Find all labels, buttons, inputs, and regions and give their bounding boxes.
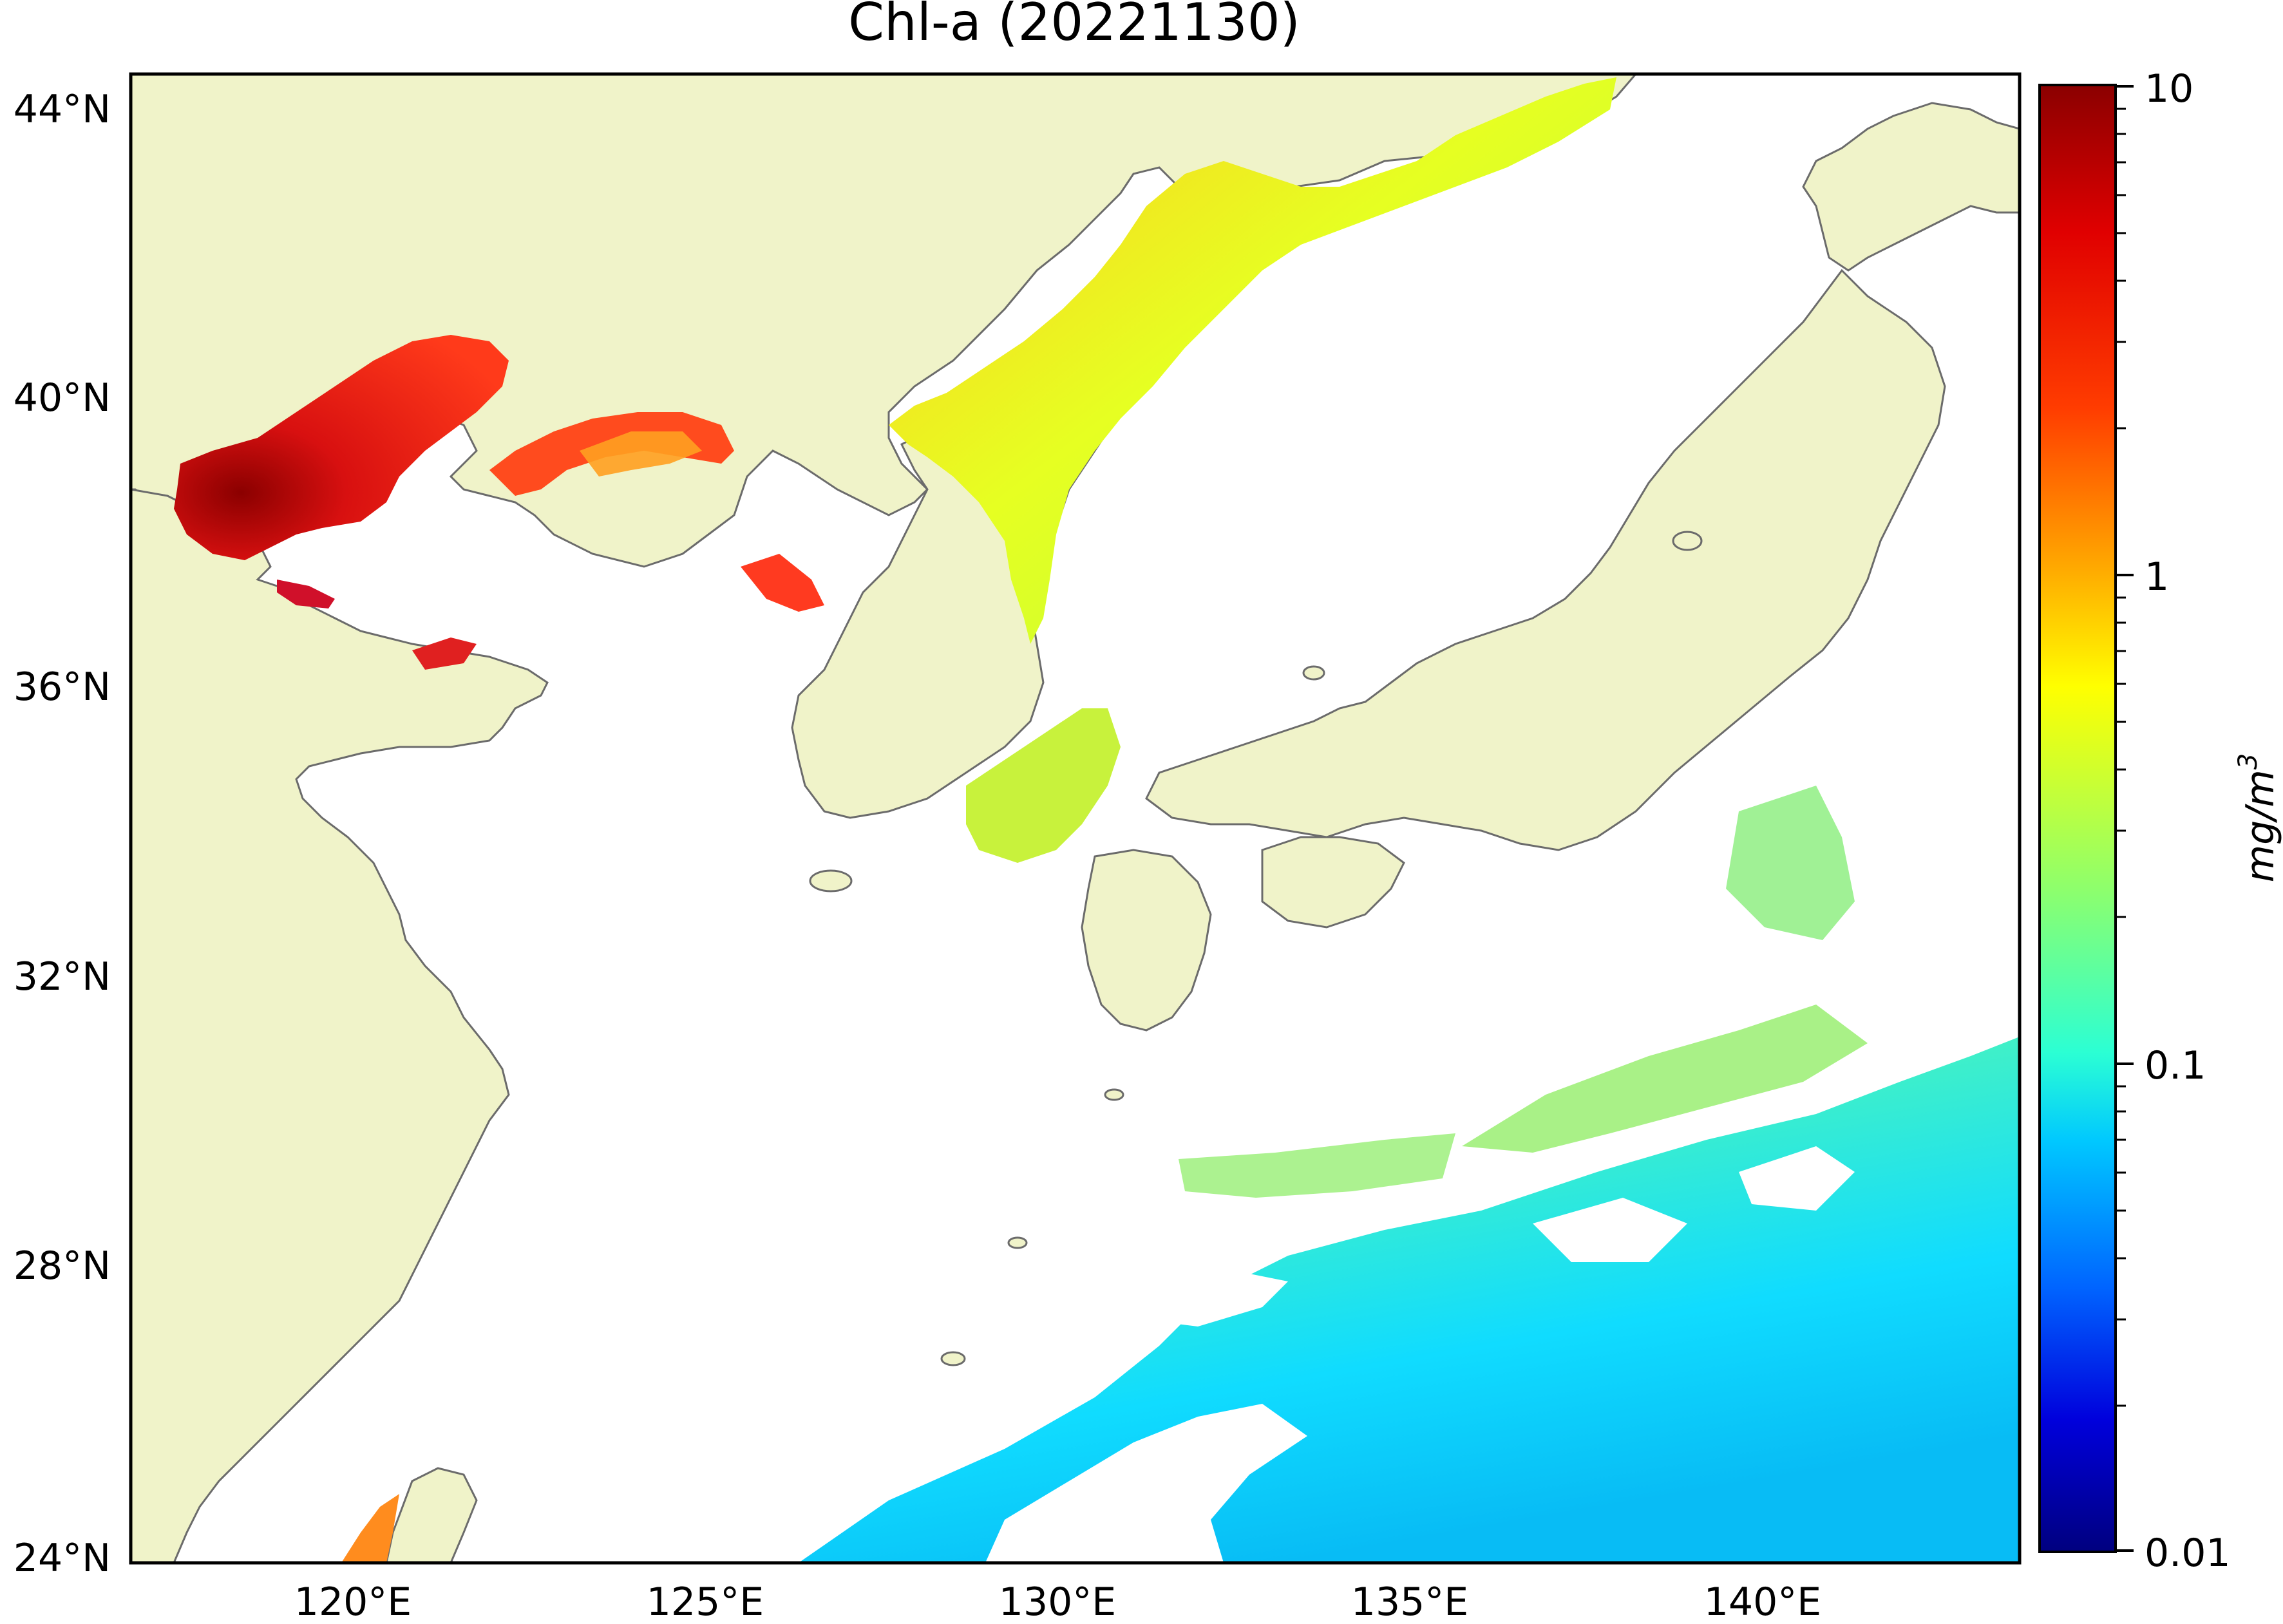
land-island-oki [1302, 665, 1325, 681]
colorbar-gradient [2038, 84, 2117, 1553]
land-japan-honshu [1145, 269, 1946, 851]
colorbar-unit-superscript: 3 [2233, 753, 2263, 770]
cloud-gap-1 [985, 1404, 1307, 1563]
lat-label: 36°N [14, 665, 111, 710]
lon-label: 130°E [999, 1580, 1116, 1624]
land-japan-hokkaido [1802, 102, 2020, 272]
land-island-sado [1672, 531, 1703, 551]
chl-band-29n [1179, 1133, 1455, 1198]
land-jeju-island [809, 869, 853, 892]
cloud-gap-2 [1146, 1269, 1288, 1327]
land-japan-shikoku [1261, 836, 1405, 929]
lat-label: 24°N [14, 1536, 111, 1581]
lat-axis: 44°N 40°N 36°N 32°N 28°N 24°N [14, 87, 111, 1581]
map-frame [129, 72, 2022, 1565]
lon-label: 135°E [1351, 1580, 1468, 1624]
chl-yellow-sea-orange [580, 431, 702, 477]
lat-label: 32°N [14, 954, 111, 999]
land-japan-kyushu [1081, 849, 1212, 1032]
land-china-coast [131, 488, 549, 1563]
colorbar-unit-label: mg/m3 [2233, 753, 2283, 883]
chl-east-patch [1726, 786, 1855, 940]
chl-bohai-south [277, 580, 335, 609]
lat-label: 44°N [14, 87, 111, 132]
cloud-gap-4 [1739, 1146, 1855, 1211]
chl-bohai-sea [174, 335, 509, 560]
colorbar-tick-label: 0.1 [2145, 1043, 2206, 1088]
chl-shandong-red [412, 637, 477, 670]
chl-korea-west-coast [889, 77, 1616, 644]
lat-label: 40°N [14, 375, 111, 420]
chl-taiwan-strait [341, 1494, 399, 1563]
colorbar-tick-label: 10 [2145, 66, 2193, 111]
colorbar-minor-ticks [2116, 108, 2126, 1407]
land-taiwan [385, 1467, 478, 1563]
lon-axis: 120°E 125°E 130°E 135°E 140°E [294, 1580, 1821, 1624]
colorbar: 10 1 0.1 0.01 mg/m3 [2038, 66, 2283, 1576]
chl-korea-south-patch [966, 708, 1121, 863]
map-title: Chl-a (20221130) [848, 0, 1300, 52]
land-island-3 [1104, 1088, 1124, 1101]
lat-label: 28°N [14, 1243, 111, 1289]
lon-label: 125°E [647, 1580, 764, 1624]
chl-mid-band [1462, 1005, 1868, 1153]
land-island-2 [940, 1351, 966, 1366]
colorbar-unit: mg/m [2238, 770, 2283, 882]
map-panel [129, 72, 2022, 1565]
chl-open-sea [799, 1037, 2020, 1563]
colorbar-tick-label: 0.01 [2145, 1531, 2231, 1576]
colorbar-tick-label: 1 [2145, 554, 2169, 600]
lon-label: 120°E [294, 1580, 412, 1624]
lon-label: 140°E [1704, 1580, 1821, 1624]
cloud-gap-3 [1533, 1198, 1687, 1262]
chl-korea-bay-red [741, 554, 824, 612]
map-content [131, 74, 2020, 1563]
land-island-1 [1007, 1236, 1028, 1249]
